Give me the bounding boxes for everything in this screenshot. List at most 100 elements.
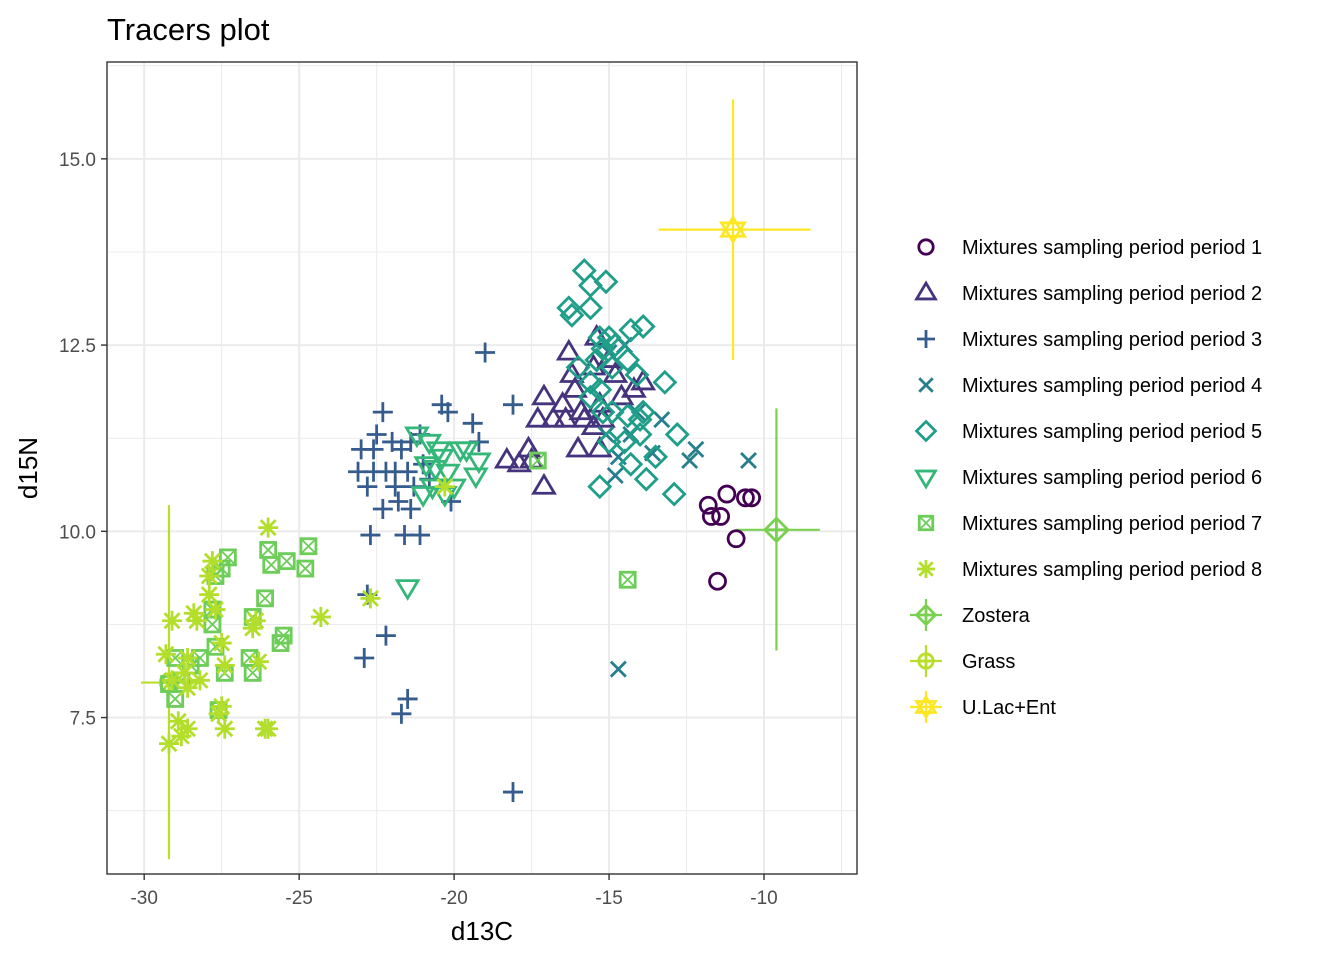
plot-panel-border — [106, 61, 858, 875]
data-point — [299, 537, 318, 556]
data-point — [528, 451, 547, 470]
data-point — [555, 338, 582, 361]
data-point — [502, 394, 523, 415]
data-point — [354, 647, 375, 668]
data-point — [186, 610, 207, 631]
data-point — [397, 688, 418, 709]
legend-item: Mixtures sampling period period 7 — [917, 513, 1262, 535]
legend-item: Grass — [910, 645, 1015, 677]
data-point — [565, 354, 591, 380]
legend-label: Mixtures sampling period period 1 — [962, 237, 1262, 259]
legend-item: Mixtures sampling period period 2 — [914, 280, 1262, 305]
data-point — [633, 466, 659, 492]
legend-label: Mixtures sampling period period 7 — [962, 513, 1262, 535]
data-point — [258, 718, 279, 739]
data-point — [599, 399, 625, 425]
legend-label: Mixtures sampling period period 4 — [962, 375, 1262, 397]
y-tick-label: 12.5 — [59, 336, 96, 357]
y-tick-label: 15.0 — [59, 150, 96, 171]
data-point — [211, 633, 232, 654]
data-point — [400, 498, 421, 519]
data-point — [434, 476, 455, 497]
data-point — [559, 302, 585, 328]
legend-label: Mixtures sampling period period 2 — [962, 283, 1262, 305]
legend-key — [914, 694, 938, 720]
data-point — [596, 429, 622, 455]
data-point — [171, 726, 192, 747]
data-point — [577, 384, 603, 410]
data-point — [205, 599, 226, 620]
data-point — [258, 517, 279, 538]
data-point — [372, 498, 393, 519]
data-point — [602, 361, 629, 383]
legend-key — [917, 330, 935, 348]
data-point — [271, 634, 290, 652]
data-point — [214, 655, 235, 676]
data-point — [453, 441, 480, 464]
data-point — [428, 448, 455, 471]
data-point — [652, 369, 678, 395]
data-points — [155, 258, 762, 803]
data-point — [590, 399, 616, 425]
legend-key — [914, 419, 938, 443]
data-point — [397, 461, 418, 482]
data-point — [602, 332, 628, 358]
data-point — [615, 347, 641, 373]
data-point — [618, 451, 644, 477]
data-point — [556, 295, 582, 321]
data-point — [366, 424, 387, 445]
y-tick-label: 10.0 — [59, 522, 96, 543]
data-point — [360, 525, 381, 546]
legend-label: Mixtures sampling period period 5 — [962, 421, 1262, 443]
data-point — [208, 703, 229, 724]
legend-label: Mixtures sampling period period 6 — [962, 467, 1262, 489]
data-point — [562, 376, 588, 398]
data-point — [531, 472, 557, 495]
legend-label: Zostera — [962, 605, 1031, 627]
legend-key — [914, 280, 938, 301]
data-point — [410, 486, 437, 508]
data-point — [310, 606, 331, 627]
data-point — [653, 411, 671, 429]
data-point — [360, 588, 381, 609]
data-point — [577, 295, 603, 321]
data-point — [502, 782, 523, 803]
data-point — [687, 440, 705, 458]
y-tick-label: 7.5 — [70, 709, 96, 730]
legend: Mixtures sampling period period 1 Mixture… — [910, 237, 1262, 723]
legend-item: Mixtures sampling period period 6 — [914, 467, 1262, 490]
source-point — [719, 214, 748, 245]
legend-item: Zostera — [910, 599, 1031, 631]
data-point — [162, 610, 183, 631]
data-point — [413, 456, 440, 479]
data-point — [203, 615, 222, 634]
data-point — [385, 476, 406, 497]
data-point — [462, 467, 489, 490]
data-point — [740, 452, 758, 470]
data-point — [475, 342, 496, 363]
data-point — [593, 269, 619, 295]
data-point — [584, 347, 610, 373]
data-point — [664, 421, 690, 447]
data-point — [391, 703, 412, 724]
x-axis: -30 -25 -20 -15 -10 — [130, 874, 778, 909]
data-point — [531, 383, 557, 406]
data-point — [162, 670, 183, 691]
data-point — [708, 571, 727, 591]
data-point — [434, 463, 461, 486]
y-axis: 7.5 10.0 12.5 15.0 — [59, 150, 107, 730]
data-point — [465, 452, 492, 475]
data-point — [742, 488, 762, 508]
data-point — [410, 525, 431, 546]
data-point — [618, 570, 637, 589]
data-point — [363, 439, 384, 460]
legend-key — [917, 238, 935, 256]
data-point — [372, 402, 393, 423]
data-point — [357, 476, 378, 497]
data-point — [437, 402, 458, 423]
legend-key — [914, 603, 938, 627]
x-tick-label: -15 — [595, 888, 622, 909]
data-point — [242, 618, 263, 639]
legend-item: Mixtures sampling period period 1 — [917, 237, 1262, 259]
